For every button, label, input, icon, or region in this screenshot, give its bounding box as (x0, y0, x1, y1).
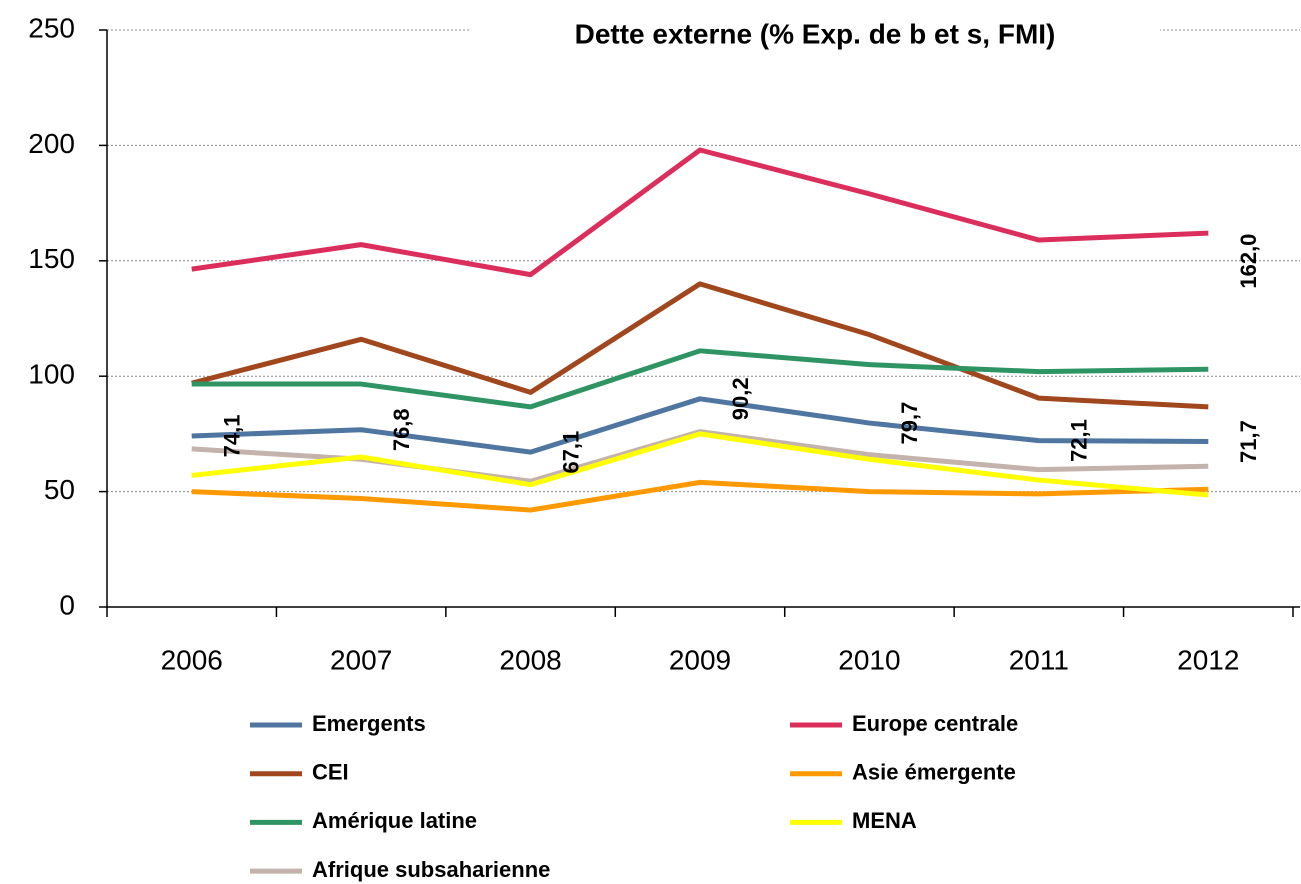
x-tick-label: 2009 (669, 644, 731, 675)
data-label: 71,7 (1236, 420, 1261, 463)
title-background (470, 10, 1160, 60)
legend-label: Emergents (312, 711, 426, 736)
x-tick-label: 2008 (499, 644, 561, 675)
series-line (191, 281, 1209, 410)
grid (99, 29, 1300, 617)
series-line (191, 479, 1209, 513)
legend-label: Europe centrale (852, 711, 1018, 736)
data-label: 74,1 (220, 415, 245, 458)
series-line (191, 147, 1209, 278)
y-tick-label: 100 (28, 359, 75, 390)
x-tick-label: 2012 (1177, 644, 1239, 675)
data-label: 67,1 (558, 431, 583, 474)
series-line (191, 396, 1209, 455)
series-line (191, 348, 1209, 410)
lines (191, 147, 1209, 513)
legend-label: Asie émergente (852, 760, 1016, 785)
legend-label: Amérique latine (312, 808, 477, 833)
data-label: 79,7 (897, 402, 922, 445)
data-label: 76,8 (389, 408, 414, 451)
y-tick-label: 150 (28, 243, 75, 274)
y-tick-label: 200 (28, 128, 75, 159)
y-tick-label: 250 (28, 12, 75, 43)
chart-title: Dette externe (% Exp. de b et s, FMI) (575, 18, 1056, 49)
series-line (191, 431, 1209, 498)
legend-label: Afrique subsaharienne (312, 857, 550, 882)
data-label: 72,1 (1067, 419, 1092, 462)
legend-label: MENA (852, 808, 917, 833)
x-tick-label: 2010 (838, 644, 900, 675)
x-tick-label: 2007 (330, 644, 392, 675)
data-label: 90,2 (728, 377, 753, 420)
y-tick-label: 0 (59, 589, 75, 620)
x-tick-label: 2006 (161, 644, 223, 675)
x-tick-label: 2011 (1009, 644, 1069, 675)
data-label: 162,0 (1236, 234, 1261, 289)
y-tick-label: 50 (44, 474, 75, 505)
legend-label: CEI (312, 760, 349, 785)
